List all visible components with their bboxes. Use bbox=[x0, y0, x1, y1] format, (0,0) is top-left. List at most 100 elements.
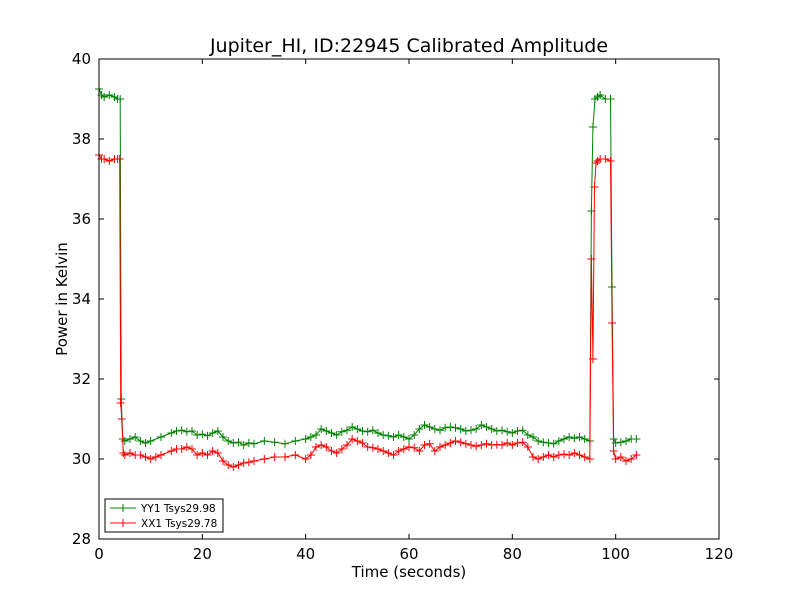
data-point bbox=[560, 450, 568, 459]
data-point bbox=[105, 91, 114, 99]
data-point bbox=[477, 421, 486, 429]
x-tick-label: 40 bbox=[296, 545, 315, 563]
data-point bbox=[518, 438, 527, 447]
data-point bbox=[632, 451, 641, 459]
data-point bbox=[322, 427, 331, 435]
data-point bbox=[198, 430, 207, 439]
data-point bbox=[456, 425, 465, 433]
data-point bbox=[461, 439, 470, 448]
data-point bbox=[467, 426, 475, 435]
data-point bbox=[565, 433, 574, 441]
data-point bbox=[229, 439, 238, 447]
data-point bbox=[513, 439, 522, 447]
data-point bbox=[116, 95, 125, 103]
data-point bbox=[592, 159, 601, 167]
data-point bbox=[430, 425, 439, 433]
data-point bbox=[441, 441, 450, 449]
data-point bbox=[596, 91, 605, 99]
data-point bbox=[513, 427, 522, 435]
data-point bbox=[151, 453, 160, 461]
data-point bbox=[368, 426, 377, 435]
data-point bbox=[523, 443, 532, 451]
data-point bbox=[410, 431, 419, 439]
data-point bbox=[219, 457, 227, 465]
data-point bbox=[503, 427, 512, 436]
data-point bbox=[291, 451, 300, 459]
data-point bbox=[609, 447, 618, 455]
data-point bbox=[560, 435, 568, 443]
data-point bbox=[317, 441, 326, 449]
data-point bbox=[436, 426, 444, 435]
data-point bbox=[234, 438, 243, 447]
data-point bbox=[472, 442, 481, 451]
data-point bbox=[518, 426, 527, 435]
data-point bbox=[622, 457, 630, 465]
data-point bbox=[126, 435, 134, 443]
ticks-layer: 0 20 40 60 80 100 120 28 30 32 34 36 38 40 bbox=[72, 50, 733, 563]
data-point bbox=[193, 451, 202, 459]
data-point bbox=[301, 455, 310, 463]
data-point bbox=[601, 155, 610, 163]
x-axis-label: Time (seconds) bbox=[351, 563, 467, 581]
x-tick-label: 0 bbox=[94, 545, 104, 563]
data-point bbox=[213, 449, 222, 457]
data-point bbox=[508, 429, 517, 437]
data-point bbox=[337, 445, 346, 453]
data-point bbox=[136, 451, 145, 459]
data-point bbox=[606, 95, 615, 103]
data-point bbox=[332, 431, 341, 439]
data-point bbox=[177, 426, 186, 435]
data-point bbox=[399, 445, 408, 453]
data-point bbox=[436, 443, 444, 451]
data-point bbox=[446, 439, 455, 447]
data-point bbox=[291, 437, 300, 445]
data-point bbox=[379, 447, 388, 455]
data-point bbox=[136, 437, 145, 445]
y-tick-label: 36 bbox=[72, 210, 91, 228]
data-point bbox=[306, 451, 315, 459]
data-point bbox=[570, 434, 579, 443]
data-point bbox=[492, 427, 501, 435]
data-point bbox=[348, 423, 357, 431]
y-tick-label: 38 bbox=[72, 130, 91, 148]
data-point bbox=[632, 435, 641, 443]
data-point bbox=[570, 449, 579, 457]
data-point bbox=[487, 425, 496, 433]
data-point bbox=[622, 437, 630, 445]
data-point bbox=[611, 455, 620, 463]
data-point bbox=[312, 431, 320, 439]
plot-background bbox=[99, 59, 719, 539]
data-point bbox=[188, 427, 196, 435]
data-point bbox=[182, 443, 191, 451]
data-point bbox=[420, 421, 429, 429]
x-tick-label: 80 bbox=[503, 545, 522, 563]
data-point bbox=[208, 429, 217, 437]
data-point bbox=[322, 443, 331, 451]
series-layer bbox=[95, 85, 641, 471]
data-point bbox=[332, 449, 341, 457]
data-point bbox=[529, 433, 537, 441]
x-tick-label: 20 bbox=[193, 545, 212, 563]
data-point bbox=[167, 429, 176, 437]
data-point bbox=[544, 439, 553, 447]
data-point bbox=[141, 453, 150, 461]
data-point bbox=[105, 157, 114, 165]
data-point bbox=[306, 433, 315, 441]
data-point bbox=[358, 427, 367, 435]
data-point bbox=[229, 463, 238, 471]
data-point bbox=[405, 443, 413, 451]
data-point bbox=[224, 461, 233, 469]
data-point bbox=[198, 449, 207, 457]
data-point bbox=[120, 451, 129, 459]
legend-items: YY1 Tsys29.98 XX1 Tsys29.78 bbox=[110, 503, 217, 530]
data-point bbox=[415, 425, 424, 433]
data-point bbox=[587, 255, 596, 263]
y-axis-label: Power in Kelvin bbox=[53, 242, 71, 356]
data-point bbox=[616, 438, 625, 447]
legend-swatch-marker bbox=[119, 519, 127, 527]
data-point bbox=[327, 429, 336, 437]
data-point bbox=[565, 451, 574, 459]
data-point bbox=[588, 355, 597, 363]
data-point bbox=[580, 435, 589, 443]
data-point bbox=[461, 427, 470, 435]
